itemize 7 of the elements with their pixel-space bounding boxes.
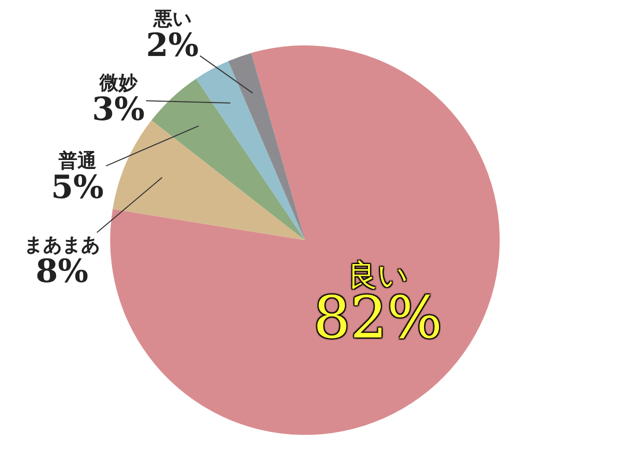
pie-slice (112, 120, 305, 240)
slice-label: 微妙 (98, 72, 138, 94)
slice-label: 普通 (57, 150, 96, 172)
pie-slice (228, 52, 305, 240)
slice-label: 悪い (152, 8, 192, 30)
pie-slice (151, 78, 305, 240)
pie-slice (196, 61, 305, 240)
